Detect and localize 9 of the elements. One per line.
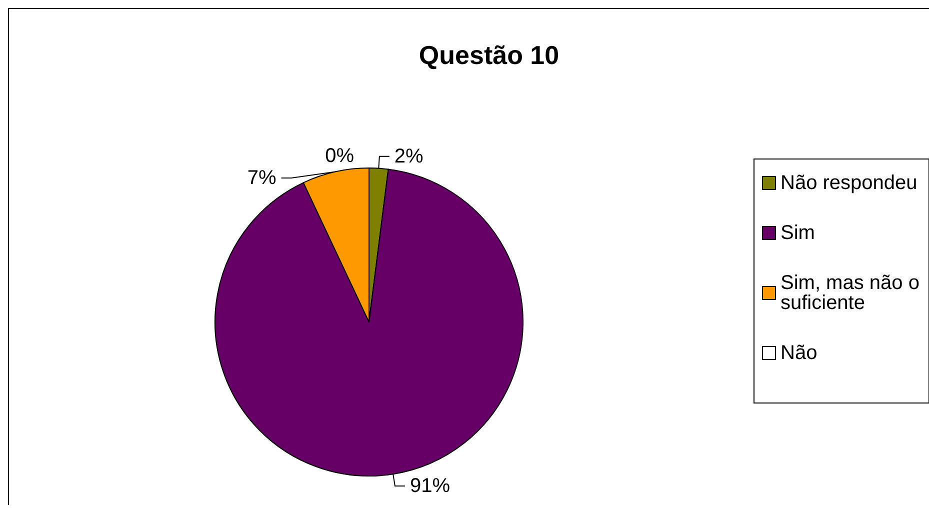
- data-label: 7%: [247, 167, 277, 189]
- data-label: 91%: [410, 474, 450, 497]
- legend-label: Não: [780, 342, 818, 364]
- legend-label: Não respondeu: [780, 172, 918, 194]
- legend-label: Sim: [780, 222, 815, 244]
- chart-title: Questão 10: [418, 40, 560, 70]
- text: 0%: [325, 145, 354, 167]
- legend-label: Sim, mas não o suficiente: [780, 272, 926, 314]
- data-label: 2%: [394, 145, 424, 168]
